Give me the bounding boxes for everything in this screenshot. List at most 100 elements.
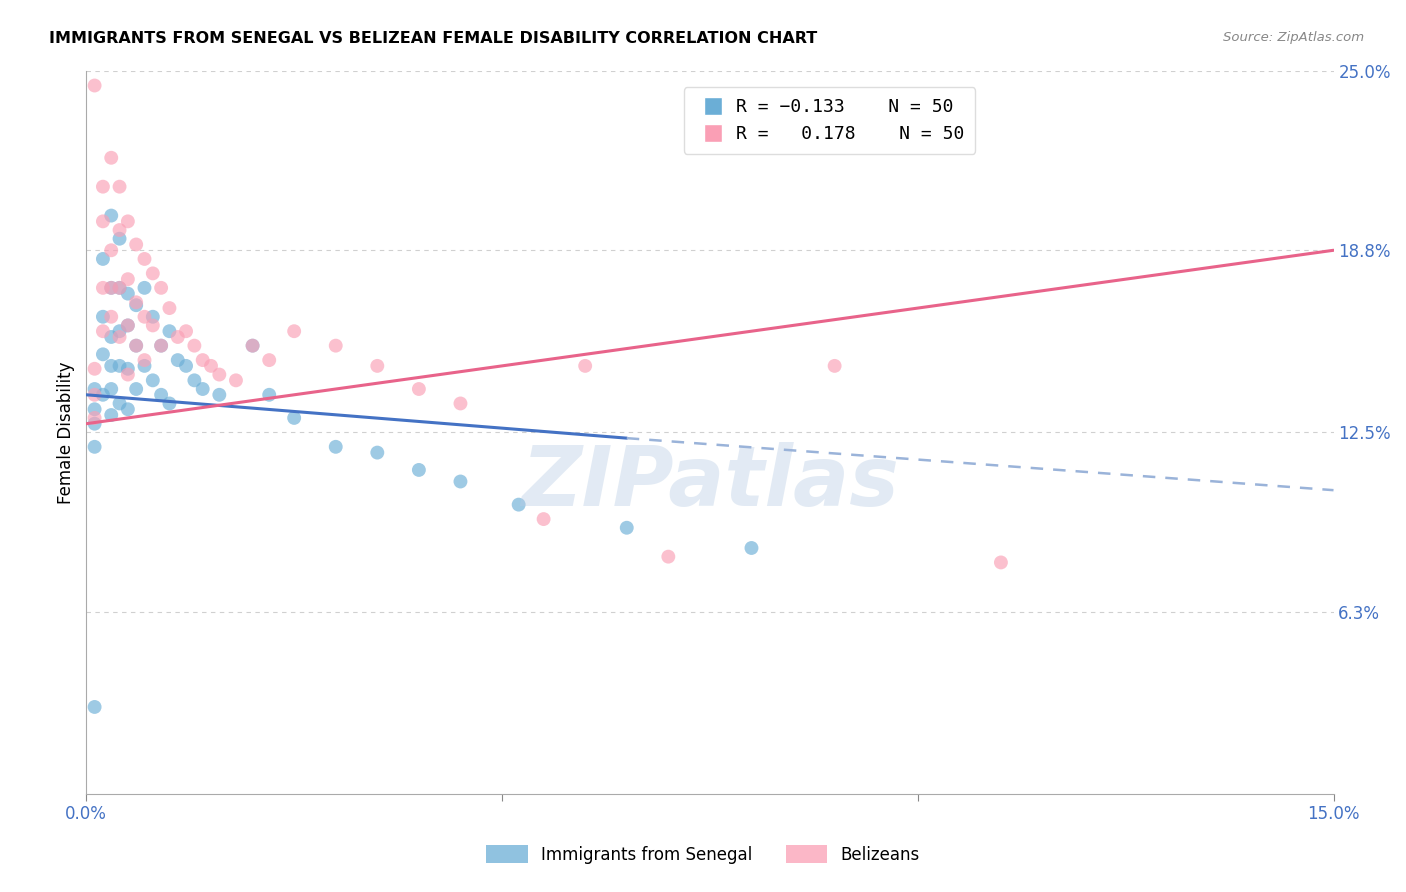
Point	[83, 417, 105, 431]
Point	[91, 310, 114, 324]
Y-axis label: Female Disability: Female Disability	[58, 361, 75, 504]
Point	[117, 361, 139, 376]
Point	[142, 266, 165, 280]
Point	[100, 281, 122, 295]
Point	[166, 330, 188, 344]
Point	[208, 368, 231, 382]
Point	[191, 353, 214, 368]
Point	[134, 353, 156, 368]
Point	[108, 324, 131, 338]
Point	[108, 281, 131, 295]
Point	[125, 339, 148, 353]
Point	[508, 498, 530, 512]
Legend: Immigrants from Senegal, Belizeans: Immigrants from Senegal, Belizeans	[479, 838, 927, 871]
Point	[366, 359, 388, 373]
Point	[990, 556, 1012, 570]
Point	[740, 541, 762, 555]
Point	[91, 179, 114, 194]
Legend: R = −0.133    N = 50, R =   0.178    N = 50: R = −0.133 N = 50, R = 0.178 N = 50	[683, 87, 976, 154]
Point	[174, 359, 197, 373]
Point	[824, 359, 846, 373]
Point	[325, 440, 347, 454]
Point	[449, 396, 471, 410]
Point	[83, 382, 105, 396]
Point	[142, 310, 165, 324]
Point	[408, 382, 430, 396]
Point	[283, 411, 305, 425]
Point	[108, 396, 131, 410]
Point	[125, 295, 148, 310]
Text: ZIPatlas: ZIPatlas	[522, 442, 898, 524]
Point	[125, 339, 148, 353]
Point	[100, 244, 122, 258]
Point	[100, 359, 122, 373]
Point	[117, 402, 139, 417]
Point	[100, 281, 122, 295]
Point	[242, 339, 264, 353]
Point	[150, 339, 173, 353]
Point	[325, 339, 347, 353]
Point	[125, 298, 148, 312]
Point	[100, 330, 122, 344]
Point	[108, 281, 131, 295]
Point	[134, 281, 156, 295]
Point	[142, 318, 165, 333]
Point	[150, 339, 173, 353]
Point	[108, 223, 131, 237]
Point	[117, 272, 139, 286]
Point	[283, 324, 305, 338]
Point	[134, 252, 156, 266]
Point	[91, 347, 114, 361]
Point	[108, 232, 131, 246]
Point	[83, 700, 105, 714]
Point	[657, 549, 679, 564]
Point	[183, 339, 205, 353]
Text: IMMIGRANTS FROM SENEGAL VS BELIZEAN FEMALE DISABILITY CORRELATION CHART: IMMIGRANTS FROM SENEGAL VS BELIZEAN FEMA…	[49, 31, 817, 46]
Point	[134, 310, 156, 324]
Text: Source: ZipAtlas.com: Source: ZipAtlas.com	[1223, 31, 1364, 45]
Point	[91, 214, 114, 228]
Point	[208, 388, 231, 402]
Point	[108, 179, 131, 194]
Point	[91, 388, 114, 402]
Point	[257, 388, 280, 402]
Point	[83, 361, 105, 376]
Point	[117, 318, 139, 333]
Point	[225, 373, 247, 387]
Point	[100, 209, 122, 223]
Point	[159, 324, 181, 338]
Point	[117, 286, 139, 301]
Point	[242, 339, 264, 353]
Point	[191, 382, 214, 396]
Point	[159, 396, 181, 410]
Point	[100, 408, 122, 422]
Point	[408, 463, 430, 477]
Point	[83, 78, 105, 93]
Point	[150, 388, 173, 402]
Point	[533, 512, 555, 526]
Point	[117, 368, 139, 382]
Point	[91, 324, 114, 338]
Point	[616, 521, 638, 535]
Point	[134, 359, 156, 373]
Point	[83, 440, 105, 454]
Point	[125, 237, 148, 252]
Point	[574, 359, 596, 373]
Point	[183, 373, 205, 387]
Point	[125, 382, 148, 396]
Point	[174, 324, 197, 338]
Point	[142, 373, 165, 387]
Point	[257, 353, 280, 368]
Point	[150, 281, 173, 295]
Point	[449, 475, 471, 489]
Point	[366, 445, 388, 459]
Point	[117, 318, 139, 333]
Point	[100, 382, 122, 396]
Point	[91, 281, 114, 295]
Point	[159, 301, 181, 315]
Point	[108, 359, 131, 373]
Point	[91, 252, 114, 266]
Point	[83, 388, 105, 402]
Point	[100, 151, 122, 165]
Point	[200, 359, 222, 373]
